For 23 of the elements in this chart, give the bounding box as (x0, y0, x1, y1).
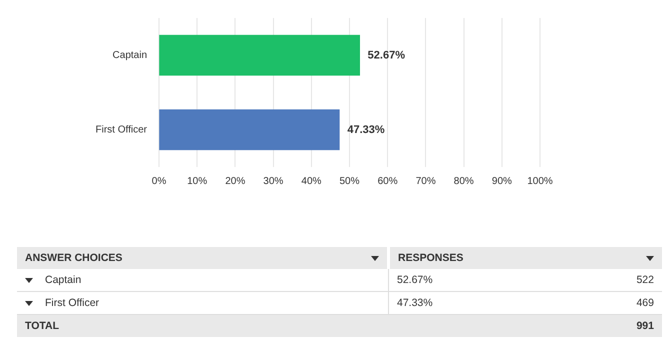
text: 52.67% (388, 269, 555, 292)
x-tick-label: 50% (339, 176, 360, 187)
x-tick-label: 100% (527, 176, 553, 187)
x-tick-label: 30% (263, 176, 284, 187)
text: 469 (554, 292, 662, 314)
x-tick-label: 80% (454, 176, 474, 187)
text: 991 (388, 314, 662, 337)
x-tick-label: 0% (152, 176, 166, 187)
category-label: First Officer (45, 297, 100, 309)
x-tick-label: 20% (225, 176, 246, 187)
x-tick-label: 70% (416, 176, 436, 187)
text: 47.33% (388, 292, 555, 314)
x-tick-label: 10% (187, 176, 208, 187)
category-label: Captain (45, 274, 82, 286)
text: TOTAL (17, 314, 388, 337)
x-tick-label: 60% (378, 176, 398, 187)
text: 522 (554, 269, 662, 292)
text: ANSWER CHOICES (25, 252, 122, 264)
x-tick-label: 40% (301, 176, 322, 187)
x-tick-label: 90% (492, 176, 512, 187)
data-label: 47.33% (347, 124, 385, 136)
text: RESPONSES (398, 252, 464, 264)
data-label: 52.67% (368, 49, 406, 62)
